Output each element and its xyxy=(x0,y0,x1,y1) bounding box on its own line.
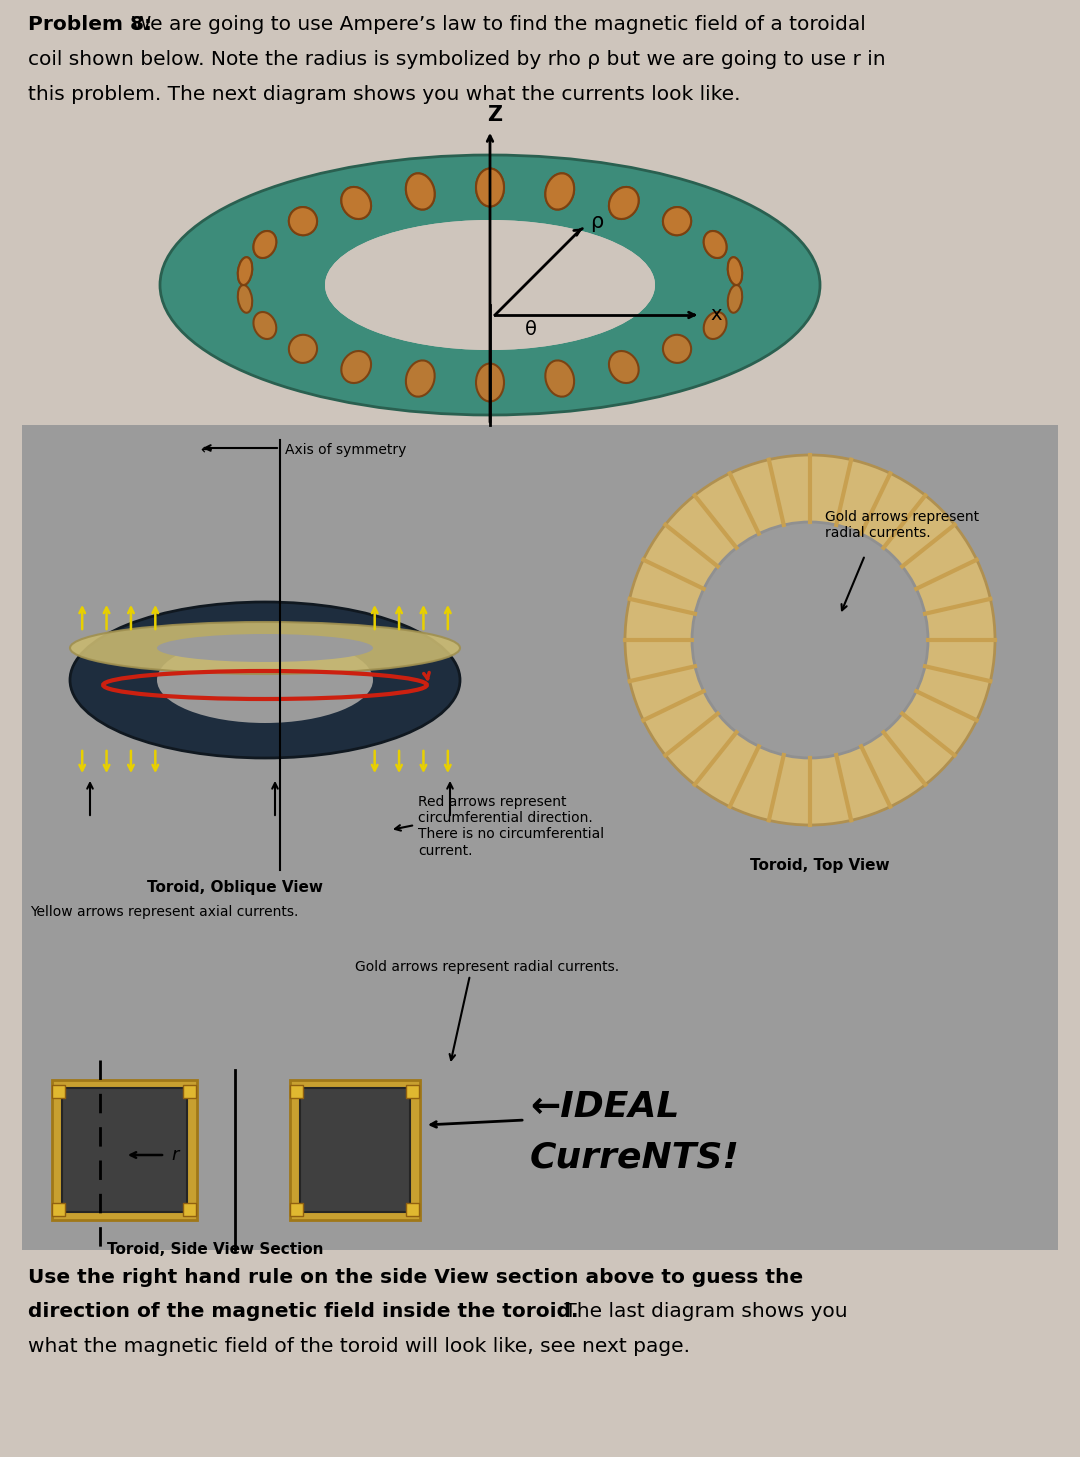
Ellipse shape xyxy=(545,360,575,396)
Bar xyxy=(52,1080,197,1220)
Text: Axis of symmetry: Axis of symmetry xyxy=(285,443,406,457)
Text: θ: θ xyxy=(525,321,537,339)
Text: r: r xyxy=(172,1147,178,1164)
Text: Gold arrows represent radial currents.: Gold arrows represent radial currents. xyxy=(355,960,619,973)
Text: Toroid, Oblique View: Toroid, Oblique View xyxy=(147,880,323,895)
Ellipse shape xyxy=(254,232,276,258)
Text: Red arrows represent
circumferential direction.
There is no circumferential
curr: Red arrows represent circumferential dir… xyxy=(418,796,604,858)
Text: ←IDEAL: ←IDEAL xyxy=(530,1090,679,1123)
Text: coil shown below. Note the radius is symbolized by rho ρ but we are going to use: coil shown below. Note the radius is sym… xyxy=(28,50,886,68)
Text: Z: Z xyxy=(487,105,502,125)
Text: Use the right hand rule on the side View section above to guess the: Use the right hand rule on the side View… xyxy=(28,1268,804,1287)
Ellipse shape xyxy=(609,186,638,219)
Ellipse shape xyxy=(692,522,928,758)
Bar xyxy=(406,1085,419,1099)
Bar xyxy=(22,425,1058,1250)
Text: We are going to use Ampere’s law to find the magnetic field of a toroidal: We are going to use Ampere’s law to find… xyxy=(125,15,866,34)
Ellipse shape xyxy=(406,173,434,210)
Text: Problem 8:: Problem 8: xyxy=(28,15,152,34)
Text: The last diagram shows you: The last diagram shows you xyxy=(558,1303,848,1321)
Text: Toroid, Side View Section: Toroid, Side View Section xyxy=(107,1241,323,1257)
Ellipse shape xyxy=(341,186,372,219)
Ellipse shape xyxy=(663,207,691,235)
Ellipse shape xyxy=(406,360,434,396)
Ellipse shape xyxy=(728,258,742,286)
Bar xyxy=(183,1203,195,1217)
Ellipse shape xyxy=(70,602,460,758)
Text: direction of the magnetic field inside the toroid.: direction of the magnetic field inside t… xyxy=(28,1303,579,1321)
Bar xyxy=(291,1203,303,1217)
Ellipse shape xyxy=(288,207,318,235)
Ellipse shape xyxy=(704,232,727,258)
Ellipse shape xyxy=(254,312,276,339)
Bar xyxy=(300,1088,410,1212)
Text: ρ: ρ xyxy=(590,213,604,232)
Ellipse shape xyxy=(288,335,318,363)
Ellipse shape xyxy=(545,173,575,210)
Bar xyxy=(52,1203,65,1217)
Ellipse shape xyxy=(609,351,638,383)
Ellipse shape xyxy=(238,286,253,313)
Ellipse shape xyxy=(728,258,742,286)
Ellipse shape xyxy=(70,622,460,675)
Ellipse shape xyxy=(476,363,504,402)
Ellipse shape xyxy=(728,286,742,313)
Ellipse shape xyxy=(406,173,434,210)
Bar xyxy=(62,1088,187,1212)
Ellipse shape xyxy=(238,258,253,286)
Ellipse shape xyxy=(341,186,372,219)
Bar xyxy=(406,1203,419,1217)
Text: Gold arrows represent
radial currents.: Gold arrows represent radial currents. xyxy=(825,510,980,541)
Ellipse shape xyxy=(545,173,575,210)
Text: what the magnetic field of the toroid will look like, see next page.: what the magnetic field of the toroid wi… xyxy=(28,1338,690,1356)
Text: x: x xyxy=(710,306,721,325)
Bar xyxy=(52,1085,65,1099)
Text: this problem. The next diagram shows you what the currents look like.: this problem. The next diagram shows you… xyxy=(28,85,741,103)
Ellipse shape xyxy=(157,637,373,723)
Ellipse shape xyxy=(160,154,820,415)
Ellipse shape xyxy=(288,207,318,235)
Ellipse shape xyxy=(238,258,253,286)
Ellipse shape xyxy=(157,634,373,661)
Ellipse shape xyxy=(254,232,276,258)
Bar xyxy=(183,1085,195,1099)
Ellipse shape xyxy=(704,312,727,339)
Ellipse shape xyxy=(341,351,372,383)
Ellipse shape xyxy=(625,455,995,825)
Text: ←: ← xyxy=(200,443,212,457)
Text: Yellow arrows represent axial currents.: Yellow arrows represent axial currents. xyxy=(30,905,298,919)
Ellipse shape xyxy=(663,335,691,363)
Ellipse shape xyxy=(325,220,654,350)
Ellipse shape xyxy=(704,232,727,258)
Ellipse shape xyxy=(609,186,638,219)
Ellipse shape xyxy=(476,169,504,207)
Ellipse shape xyxy=(325,220,654,350)
Text: Toroid, Top View: Toroid, Top View xyxy=(751,858,890,873)
Ellipse shape xyxy=(476,169,504,207)
Ellipse shape xyxy=(663,207,691,235)
Bar xyxy=(291,1080,420,1220)
Text: CurreNTS!: CurreNTS! xyxy=(530,1139,740,1174)
Bar xyxy=(291,1085,303,1099)
